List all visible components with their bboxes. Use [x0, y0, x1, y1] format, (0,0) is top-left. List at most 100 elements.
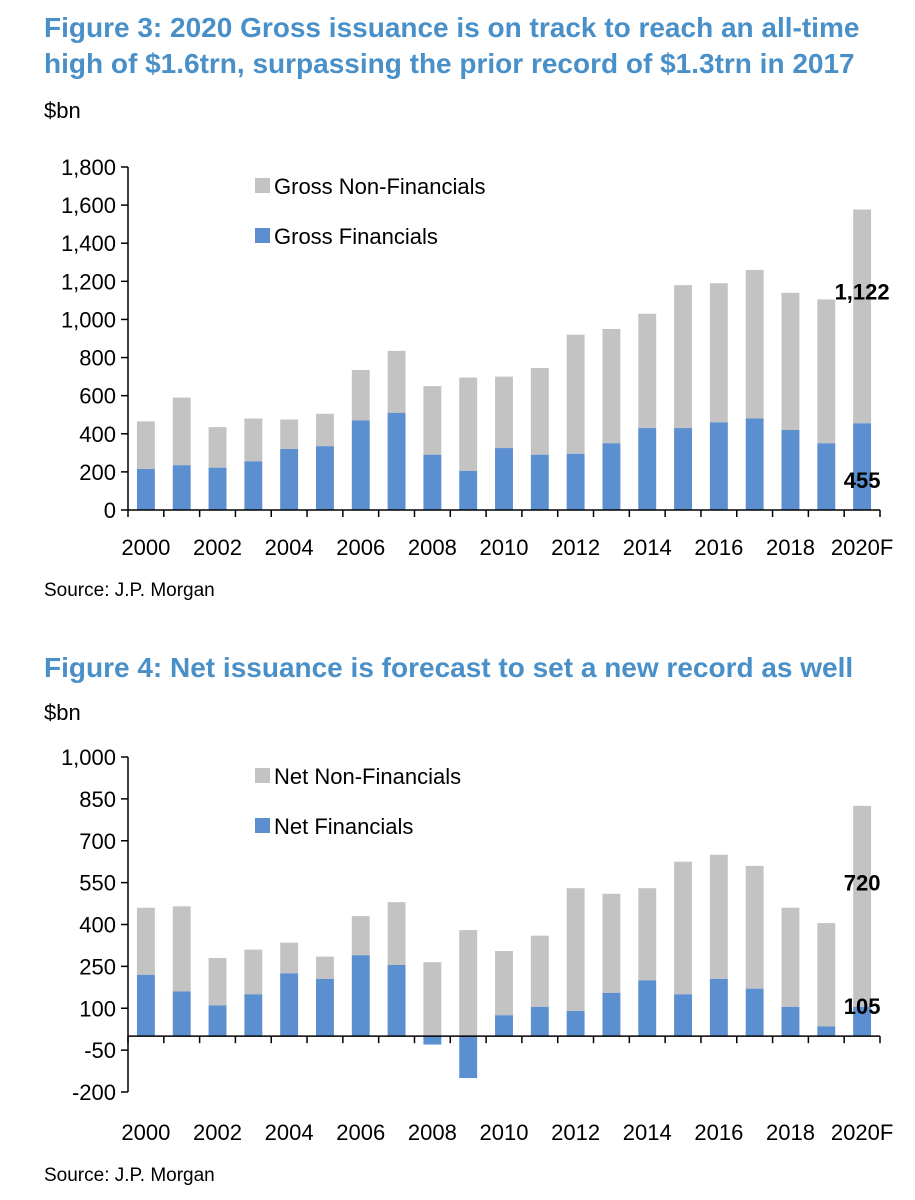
bar-1-fin-2001	[172, 991, 191, 1037]
x-tick-label-1-2008: 2008	[408, 1120, 457, 1145]
bar-1-nonfin-2001	[172, 906, 191, 992]
bar-1-fin-2003	[244, 994, 263, 1037]
y-tick-label-0-0: 0	[104, 498, 116, 523]
y-tick-label-1-6: 700	[79, 829, 116, 854]
figure-3-unit-label: $bn	[44, 98, 81, 123]
y-tick-label-0-1: 200	[79, 460, 116, 485]
x-tick-label-0-2004: 2004	[265, 535, 314, 560]
bar-1-nonfin-2015	[674, 861, 692, 995]
x-tick-label-1-2018: 2018	[766, 1120, 815, 1145]
bar-1-fin-2010	[495, 1015, 513, 1037]
bar-1-fin-2012	[566, 1011, 585, 1037]
bar-1-nonfin-2000	[136, 907, 155, 975]
bar-0-nonfin-2017	[745, 269, 764, 419]
bar-1-fin-2007	[387, 964, 406, 1037]
legend-label-1-1: Net Financials	[274, 814, 413, 839]
bar-0-fin-2002	[208, 467, 227, 510]
bar-0-fin-2006	[351, 420, 370, 510]
y-tick-label-1-2: 100	[79, 996, 116, 1021]
legend-swatch-0-1	[255, 228, 270, 243]
bar-1-nonfin-2005	[316, 956, 334, 979]
bar-0-nonfin-2016	[709, 283, 728, 423]
data-label-0-1: 455	[844, 468, 881, 493]
bar-1-nonfin-2020F	[853, 805, 872, 1007]
bar-0-nonfin-2014	[638, 313, 657, 429]
y-tick-label-0-8: 1,600	[61, 193, 116, 218]
bar-0-fin-2003	[244, 461, 263, 510]
x-tick-label-1-2006: 2006	[336, 1120, 385, 1145]
x-tick-label-1-2002: 2002	[193, 1120, 242, 1145]
bar-0-fin-2012	[566, 453, 585, 510]
figure-4-source: Source: J.P. Morgan	[44, 1165, 215, 1186]
bar-1-fin-2005	[316, 978, 334, 1037]
figure-3-chart: 0 200 400 600 800 1,000 1,200 1,400 1,600 1,800 20…	[61, 155, 893, 560]
bar-1-fin-2019	[817, 1026, 836, 1037]
y-tick-label-0-6: 1,200	[61, 269, 116, 294]
x-tick-label-0-2010: 2010	[480, 535, 529, 560]
bar-1-fin-2004	[280, 973, 299, 1037]
bar-0-fin-2013	[602, 443, 621, 510]
bar-0-fin-2016	[709, 422, 728, 510]
bar-0-fin-2018	[781, 429, 800, 510]
bar-1-nonfin-2011	[530, 935, 549, 1007]
y-tick-label-1-3: 250	[79, 954, 116, 979]
bar-0-nonfin-2010	[495, 376, 513, 449]
bar-0-nonfin-2008	[423, 386, 442, 455]
legend-label-1-0: Net Non-Financials	[274, 764, 461, 789]
y-tick-label-1-4: 400	[79, 913, 116, 938]
y-tick-label-1-8: 1,000	[61, 745, 116, 770]
bar-0-fin-2005	[316, 446, 334, 510]
x-tick-label-1-2004: 2004	[265, 1120, 314, 1145]
bar-0-nonfin-2001	[172, 397, 191, 466]
bar-0-fin-2008	[423, 454, 442, 510]
legend-swatch-1-0	[255, 768, 270, 783]
figure-4-chart: -200 -50 100 250 400 550 700 850 1,000 2000 2002 20…	[61, 745, 893, 1145]
bar-0-fin-2007	[387, 412, 406, 510]
y-tick-label-0-5: 1,000	[61, 307, 116, 332]
bar-0-nonfin-2013	[602, 328, 621, 444]
bar-1-fin-2006	[351, 955, 370, 1037]
bar-0-nonfin-2015	[674, 285, 692, 429]
bar-0-nonfin-2019	[817, 299, 836, 444]
bar-1-nonfin-2009	[459, 930, 478, 1037]
bar-1-fin-2009	[459, 1036, 478, 1079]
bar-0-fin-2010	[495, 448, 513, 510]
bar-0-nonfin-2018	[781, 292, 800, 430]
bar-0-fin-2019	[817, 443, 836, 510]
bar-0-fin-2001	[172, 465, 191, 510]
bar-1-nonfin-2002	[208, 958, 227, 1006]
x-tick-label-0-2016: 2016	[694, 535, 743, 560]
bar-1-fin-2002	[208, 1005, 227, 1037]
bar-0-nonfin-2003	[244, 418, 263, 462]
bar-0-nonfin-2012	[566, 334, 585, 454]
x-tick-label-1-2010: 2010	[480, 1120, 529, 1145]
y-tick-label-1-5: 550	[79, 871, 116, 896]
bar-1-fin-2017	[745, 988, 764, 1037]
bar-0-nonfin-2000	[136, 421, 155, 470]
bar-1-fin-2015	[674, 994, 692, 1037]
data-label-1-0: 720	[844, 870, 881, 895]
bar-1-fin-2014	[638, 980, 657, 1037]
figure-4-title: Figure 4: Net issuance is forecast to se…	[44, 652, 854, 683]
bar-0-nonfin-2004	[280, 419, 299, 450]
bar-0-fin-2004	[280, 449, 299, 510]
y-tick-label-0-7: 1,400	[61, 231, 116, 256]
bar-0-fin-2000	[136, 469, 155, 510]
x-tick-label-0-2014: 2014	[623, 535, 672, 560]
x-tick-label-1-2016: 2016	[694, 1120, 743, 1145]
figure-3-source: Source: J.P. Morgan	[44, 580, 215, 601]
x-tick-label-1-2000: 2000	[121, 1120, 170, 1145]
x-tick-label-0-2020F: 2020F	[831, 535, 893, 560]
bar-0-fin-2020F	[853, 423, 872, 510]
bar-1-nonfin-2003	[244, 949, 263, 995]
bar-1-nonfin-2018	[781, 907, 800, 1007]
bar-1-nonfin-2006	[351, 916, 370, 956]
legend-label-0-1: Gross Financials	[274, 224, 438, 249]
figure-4-unit-label: $bn	[44, 700, 81, 725]
bar-0-nonfin-2002	[208, 427, 227, 468]
figure-3-title: Figure 3: 2020 Gross issuance is on trac…	[44, 12, 860, 79]
bar-1-nonfin-2008	[423, 962, 442, 1037]
x-tick-label-1-2020F: 2020F	[831, 1120, 893, 1145]
bar-0-nonfin-2007	[387, 350, 406, 413]
y-tick-label-0-2: 400	[79, 422, 116, 447]
